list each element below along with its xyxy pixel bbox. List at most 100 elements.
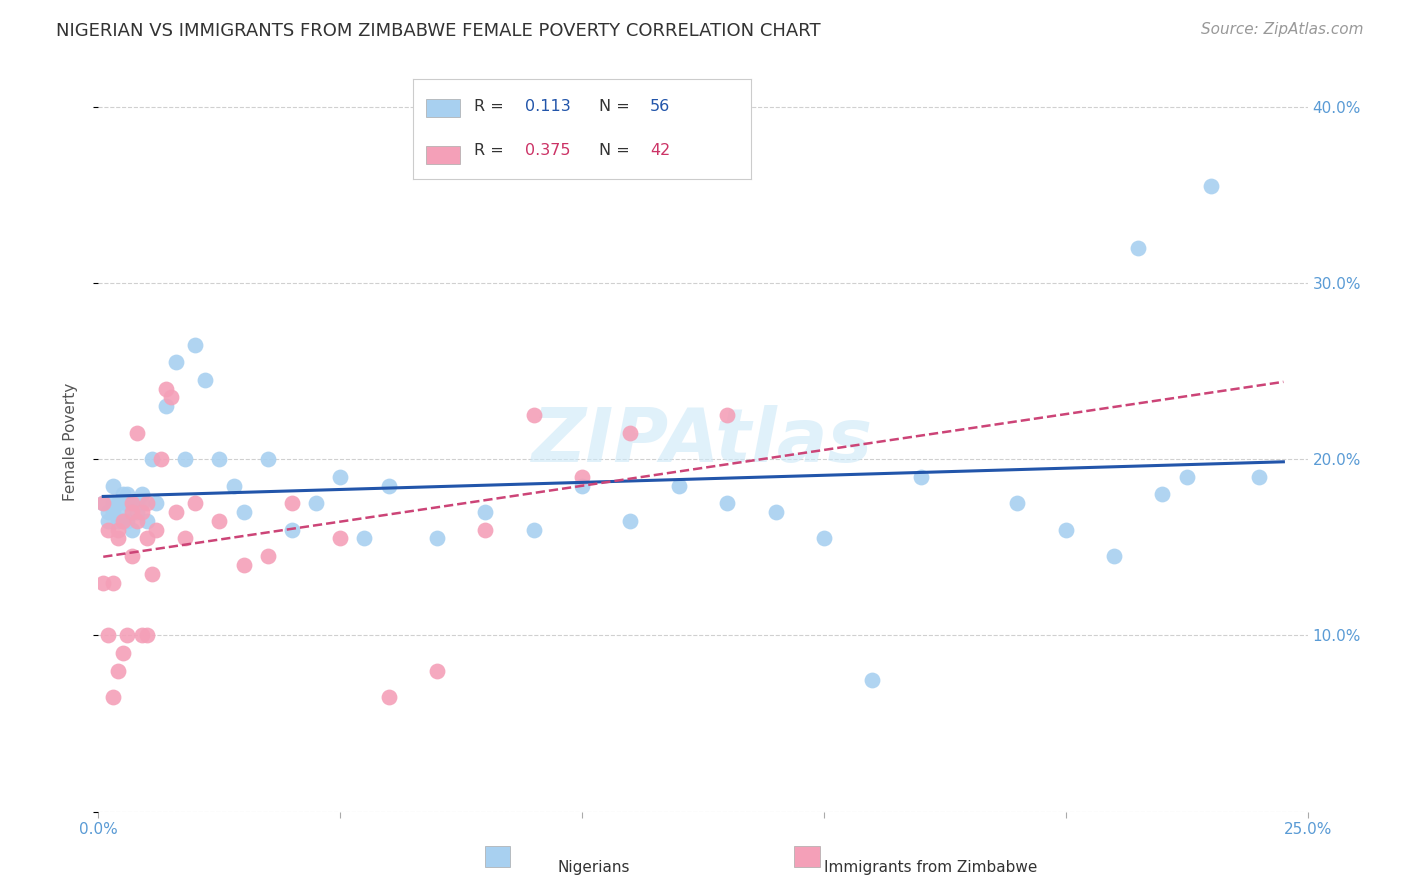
Point <box>377 690 399 705</box>
Point <box>1175 470 1198 484</box>
Point <box>194 373 217 387</box>
Point <box>765 505 787 519</box>
Point <box>1199 178 1222 193</box>
Point <box>91 575 114 590</box>
Point <box>127 425 149 440</box>
Point <box>111 505 134 519</box>
Point <box>860 673 883 687</box>
Point <box>160 391 183 405</box>
Point <box>329 470 352 484</box>
Text: ZIPAtlas: ZIPAtlas <box>533 405 873 478</box>
Point <box>716 496 738 510</box>
Point <box>353 532 375 546</box>
Point <box>127 505 149 519</box>
Point <box>131 487 153 501</box>
Point <box>208 514 231 528</box>
Point <box>329 532 352 546</box>
Point <box>135 514 157 528</box>
Point <box>232 505 254 519</box>
Point <box>117 496 139 510</box>
Point <box>131 496 153 510</box>
Point <box>121 505 143 519</box>
Point <box>141 452 163 467</box>
Text: Nigerians: Nigerians <box>558 860 630 875</box>
Point <box>1152 487 1174 501</box>
Point <box>256 549 278 563</box>
Point <box>426 532 449 546</box>
Point <box>668 478 690 492</box>
Point <box>155 382 177 396</box>
Point <box>1102 549 1125 563</box>
Point <box>101 496 124 510</box>
Point <box>135 628 157 642</box>
Point <box>256 452 278 467</box>
Point <box>131 628 153 642</box>
Point <box>111 514 134 528</box>
Point <box>145 523 167 537</box>
Text: Source: ZipAtlas.com: Source: ZipAtlas.com <box>1201 22 1364 37</box>
Point <box>474 505 496 519</box>
Point <box>141 566 163 581</box>
Point <box>117 628 139 642</box>
Point <box>107 496 129 510</box>
Point <box>619 425 641 440</box>
Point <box>135 496 157 510</box>
Point <box>101 575 124 590</box>
Point <box>571 470 593 484</box>
Point <box>165 505 187 519</box>
Point <box>426 664 449 678</box>
Point <box>523 523 546 537</box>
Point <box>107 532 129 546</box>
Point <box>184 496 207 510</box>
Point <box>107 664 129 678</box>
Point <box>91 496 114 510</box>
Point <box>474 523 496 537</box>
Point <box>127 514 149 528</box>
Point <box>281 523 304 537</box>
Point <box>165 355 187 369</box>
Point <box>111 646 134 660</box>
Point <box>1054 523 1077 537</box>
Point <box>145 496 167 510</box>
Point <box>208 452 231 467</box>
Point <box>97 628 120 642</box>
Point <box>121 496 143 510</box>
Point <box>174 452 197 467</box>
Point <box>131 505 153 519</box>
Point <box>910 470 932 484</box>
Point <box>571 478 593 492</box>
Point <box>281 496 304 510</box>
Point <box>117 487 139 501</box>
Point <box>117 514 139 528</box>
Point <box>716 408 738 422</box>
Point <box>1007 496 1029 510</box>
Point <box>813 532 835 546</box>
Point <box>150 452 173 467</box>
Point <box>107 514 129 528</box>
Point <box>174 532 197 546</box>
Point <box>121 523 143 537</box>
Point <box>377 478 399 492</box>
Point <box>155 399 177 413</box>
Point <box>97 514 120 528</box>
Point <box>135 532 157 546</box>
Point <box>523 408 546 422</box>
Point <box>619 514 641 528</box>
Point <box>97 505 120 519</box>
Point <box>232 558 254 572</box>
Point <box>222 478 245 492</box>
Text: NIGERIAN VS IMMIGRANTS FROM ZIMBABWE FEMALE POVERTY CORRELATION CHART: NIGERIAN VS IMMIGRANTS FROM ZIMBABWE FEM… <box>56 22 821 40</box>
Point <box>107 523 129 537</box>
Point <box>101 690 124 705</box>
Text: Immigrants from Zimbabwe: Immigrants from Zimbabwe <box>824 860 1038 875</box>
Point <box>1249 470 1271 484</box>
Point <box>101 505 124 519</box>
Point <box>121 549 143 563</box>
Point <box>121 496 143 510</box>
Point <box>111 487 134 501</box>
Point <box>1128 241 1150 255</box>
Y-axis label: Female Poverty: Female Poverty <box>63 383 77 500</box>
Point <box>184 337 207 351</box>
Point <box>101 478 124 492</box>
Point <box>305 496 328 510</box>
